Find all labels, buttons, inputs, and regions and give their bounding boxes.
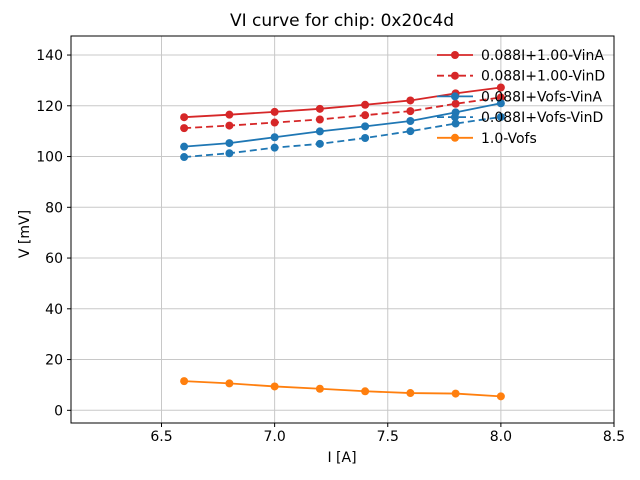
data-point-marker	[180, 153, 189, 162]
data-point-marker	[406, 117, 415, 126]
series-line-4	[184, 380, 501, 398]
data-point-marker	[451, 99, 460, 108]
y-tick-label: 120	[36, 99, 63, 115]
x-tick-label: 8.0	[490, 429, 512, 445]
y-tick-label: 20	[45, 353, 63, 369]
legend-item: 0.088I+Vofs-VinD	[437, 110, 603, 126]
data-point-marker	[361, 111, 370, 120]
series-line-0	[184, 86, 501, 119]
data-point-marker	[180, 113, 189, 122]
data-point-marker	[225, 121, 234, 130]
series-line-3	[184, 116, 502, 158]
legend-label: 0.088I+1.00-VinA	[481, 48, 604, 64]
legend-sample-marker-icon	[451, 113, 459, 122]
x-tick-label: 8.5	[603, 429, 625, 445]
legend-label: 1.0-Vofs	[481, 131, 537, 147]
legend-item: 0.088I+Vofs-VinA	[437, 89, 602, 105]
legend-sample-marker-icon	[451, 51, 459, 59]
data-point-marker	[270, 382, 279, 391]
data-point-marker	[315, 139, 324, 148]
legend-item: 0.088I+1.00-VinA	[437, 48, 604, 64]
axes-frame	[70, 35, 615, 424]
legend-item: 0.088I+1.00-VinD	[437, 69, 605, 85]
data-point-marker	[315, 384, 324, 393]
chart-title: VI curve for chip: 0x20c4d	[230, 11, 454, 31]
legend-sample-marker-icon	[451, 92, 459, 101]
y-tick-label: 60	[45, 251, 63, 267]
data-point-marker	[496, 93, 505, 102]
y-tick-label: 100	[36, 150, 63, 166]
y-tick-label: 0	[54, 403, 63, 419]
legend-sample-marker-icon	[451, 71, 459, 80]
tick-layer: 6.5 7.0 7.5 8.0 8.5 0 20 40 60 80 100 120 140	[36, 48, 625, 445]
data-point-marker	[406, 107, 415, 116]
legend-label: 0.088I+Vofs-VinA	[481, 89, 602, 105]
data-point-marker	[225, 379, 234, 388]
legend-sample-marker-icon	[451, 133, 459, 142]
legend-label: 0.088I+Vofs-VinD	[481, 110, 603, 126]
data-point-marker	[180, 377, 189, 386]
legend: 0.088I+1.00-VinA 0.088I+1.00-VinD 0.088I+V…	[437, 48, 605, 147]
data-point-marker	[225, 110, 234, 119]
legend-label: 0.088I+1.00-VinD	[481, 69, 605, 85]
data-point-marker	[225, 149, 234, 158]
data-point-marker	[270, 143, 279, 152]
data-point-marker	[270, 118, 279, 127]
data-point-marker	[180, 142, 189, 151]
data-point-marker	[270, 133, 279, 142]
data-point-marker	[315, 115, 324, 124]
data-point-marker	[315, 104, 324, 113]
y-tick-label: 80	[45, 200, 63, 216]
data-point-marker	[496, 392, 505, 401]
data-point-marker	[496, 99, 505, 108]
data-point-marker	[270, 107, 279, 116]
x-tick-label: 7.0	[263, 429, 285, 445]
data-point-marker	[451, 119, 460, 128]
y-axis-label: V [mV]	[17, 210, 33, 258]
data-point-marker	[406, 389, 415, 398]
data-point-marker	[361, 134, 370, 143]
y-tick-label: 140	[36, 48, 63, 64]
data-point-marker	[180, 124, 189, 133]
data-point-marker	[496, 112, 505, 121]
x-axis-label: I [A]	[327, 450, 356, 466]
x-tick-label: 7.5	[377, 429, 399, 445]
x-tick-label: 6.5	[150, 429, 172, 445]
data-point-marker	[315, 127, 324, 136]
data-point-marker	[451, 389, 460, 398]
data-point-marker	[406, 96, 415, 105]
data-point-marker	[361, 122, 370, 131]
series-line-1	[184, 96, 501, 130]
data-point-marker	[496, 83, 505, 92]
series-line-2	[184, 102, 502, 148]
data-point-marker	[361, 387, 370, 396]
legend-item: 1.0-Vofs	[437, 131, 537, 147]
y-tick-label: 40	[45, 302, 63, 318]
data-point-marker	[361, 100, 370, 109]
data-point-marker	[406, 127, 415, 136]
data-point-marker	[225, 139, 234, 148]
series-layer	[180, 83, 505, 401]
